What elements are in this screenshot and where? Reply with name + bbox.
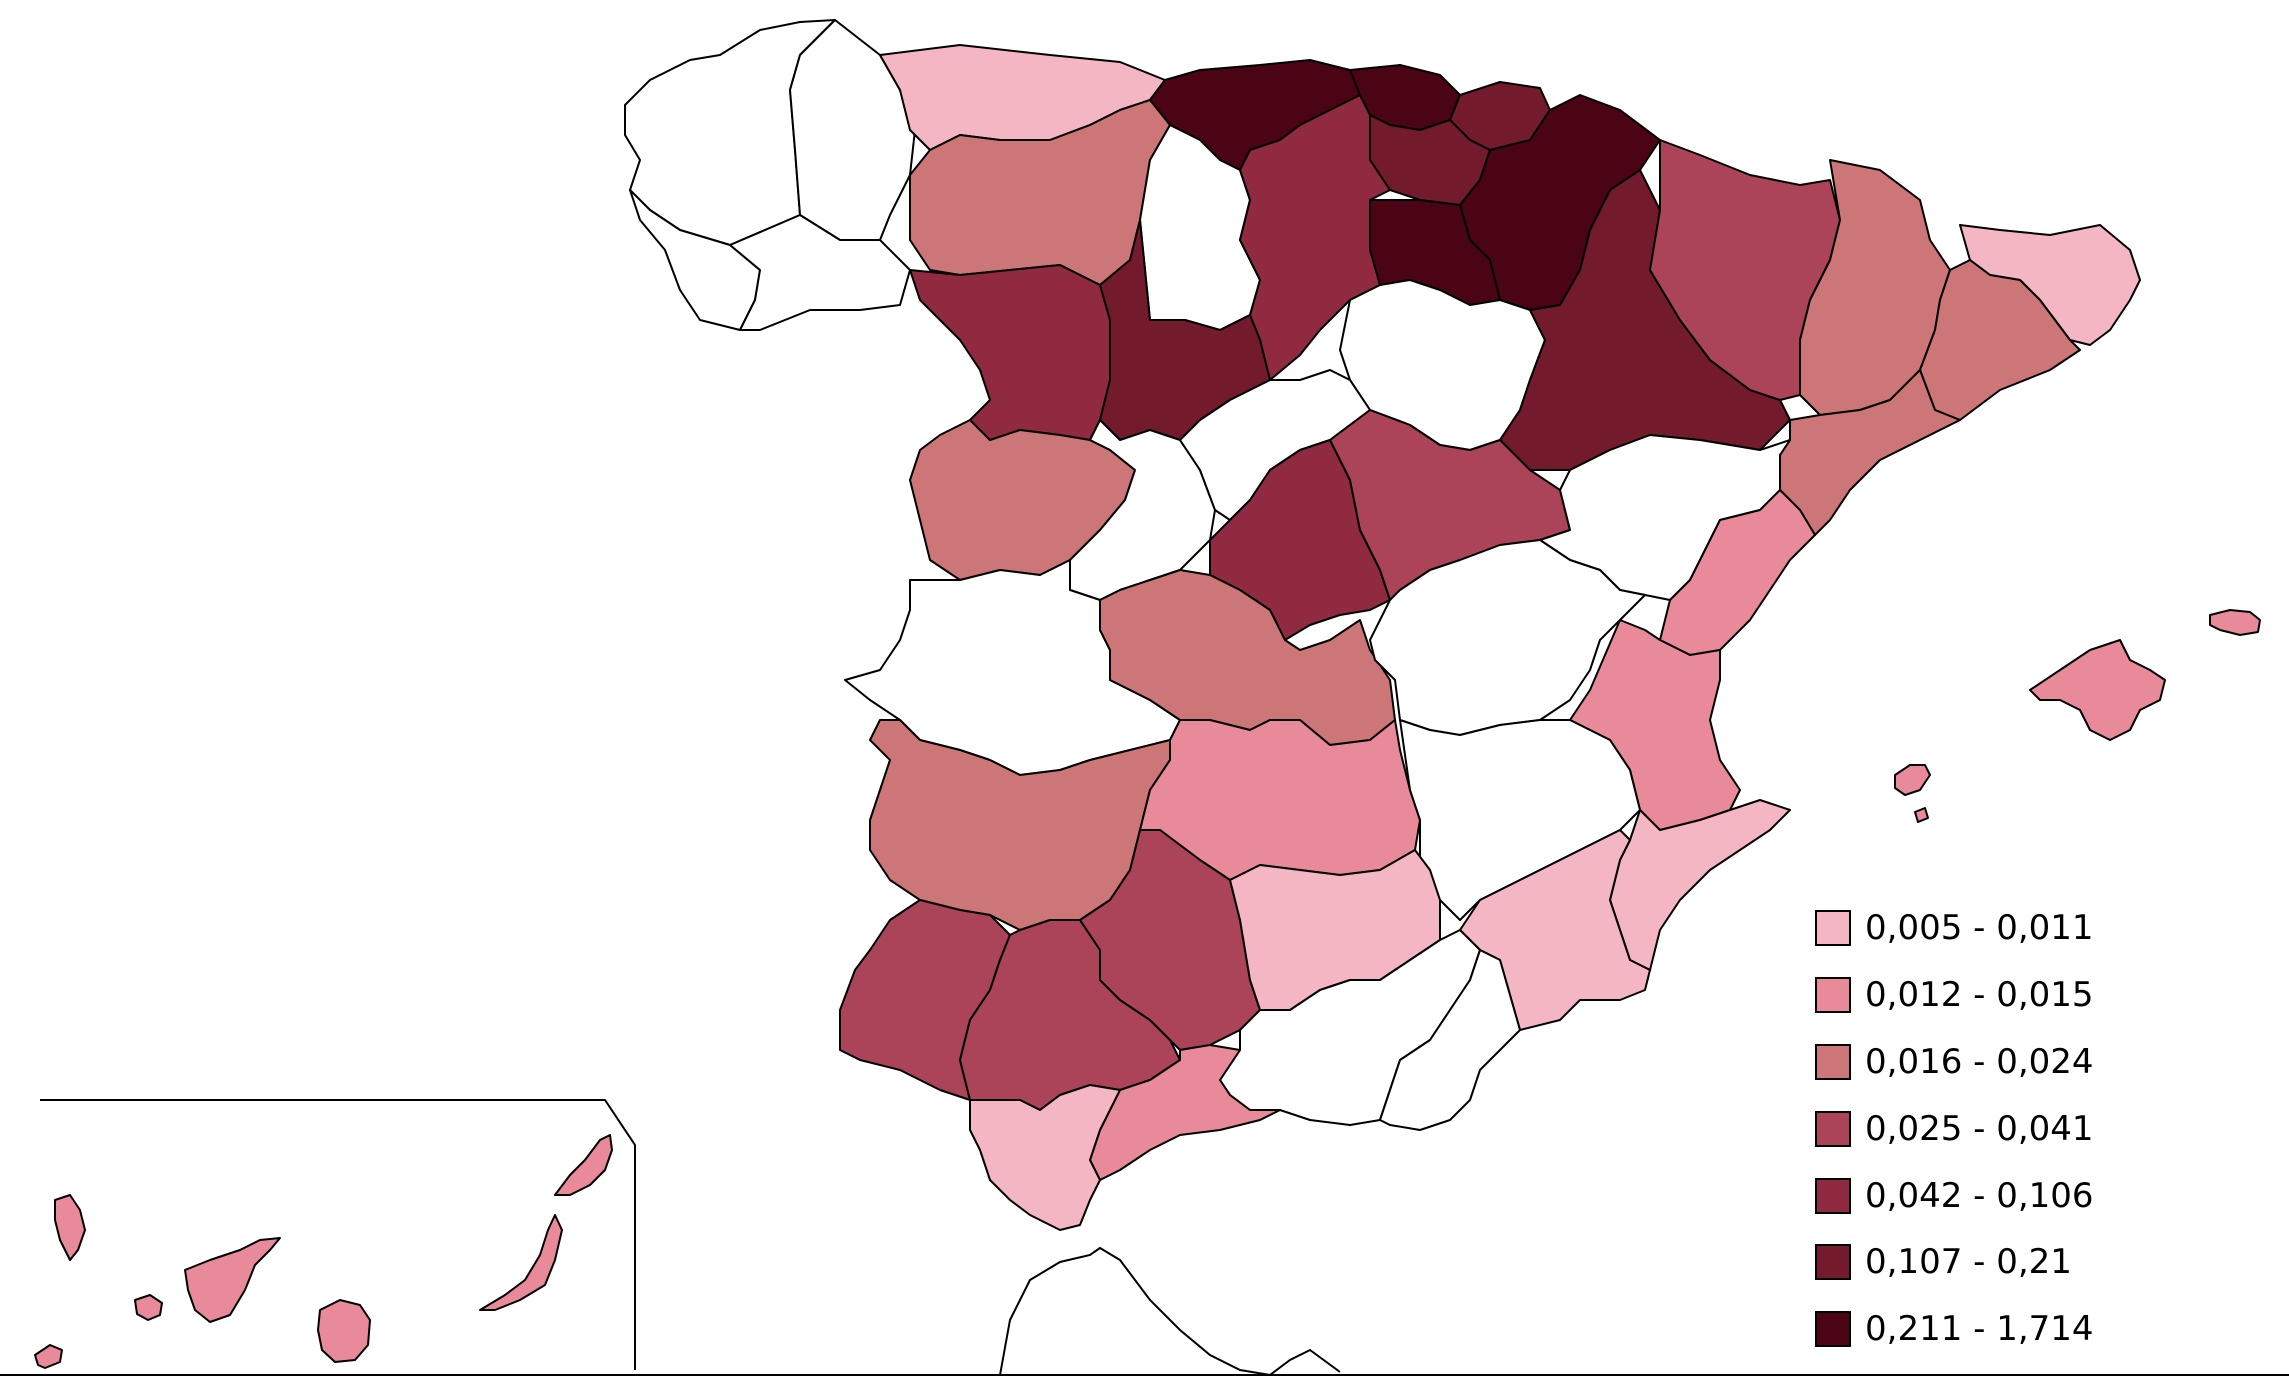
legend-label: 0,107 - 0,21 [1865,1242,2072,1283]
province-canarias-tenerife [184,1237,281,1323]
legend-item: 0,016 - 0,024 [1815,1029,2275,1096]
province-canarias-fuerteventura [479,1214,563,1311]
province-baleares-menorca [2209,609,2261,636]
legend-swatch [1815,977,1851,1014]
province-baleares-ibiza [1894,764,1931,796]
province-canarias-gran-canaria [317,1299,371,1363]
province-ourense [729,214,911,331]
province-baleares-mallorca [2029,639,2166,741]
province-canarias-el-hierro [34,1344,63,1369]
legend-swatch [1815,910,1851,947]
province-canarias-la-palma [54,1194,86,1261]
province-cadiz [969,1084,1121,1231]
north-africa-coastline [999,1246,1341,1377]
legend-item: 0,005 - 0,011 [1815,895,2275,962]
legend-item: 0,025 - 0,041 [1815,1095,2275,1162]
province-almeria [1379,949,1521,1131]
legend-swatch [1815,1177,1851,1214]
legend-item: 0,211 - 1,714 [1815,1296,2275,1363]
legend-item: 0,042 - 0,106 [1815,1162,2275,1229]
province-alicante [1609,799,1791,971]
province-baleares-formentera [1914,807,1929,823]
province-castellon [1659,489,1816,656]
legend-label: 0,005 - 0,011 [1865,908,2094,949]
legend-label: 0,211 - 1,714 [1865,1309,2094,1350]
province-canarias-lanzarote [554,1134,613,1196]
legend: 0,005 - 0,011 0,012 - 0,015 0,016 - 0,02… [1815,895,2275,1363]
legend-swatch [1815,1244,1851,1281]
legend-swatch [1815,1311,1851,1348]
province-zaragoza [1499,169,1791,471]
legend-label: 0,025 - 0,041 [1865,1108,2094,1149]
legend-label: 0,012 - 0,015 [1865,975,2094,1016]
province-zamora [909,264,1111,441]
canary-inset-frame [40,1099,636,1370]
province-toledo [1099,569,1396,746]
legend-label: 0,042 - 0,106 [1865,1175,2094,1216]
legend-label: 0,016 - 0,024 [1865,1041,2094,1082]
province-canarias-la-gomera [134,1294,163,1321]
province-barcelona [1919,259,2081,421]
legend-item: 0,107 - 0,21 [1815,1229,2275,1296]
legend-swatch [1815,1110,1851,1147]
province-cuenca [1369,539,1646,736]
legend-swatch [1815,1043,1851,1080]
province-burgos [1239,94,1391,381]
legend-item: 0,012 - 0,015 [1815,962,2275,1029]
